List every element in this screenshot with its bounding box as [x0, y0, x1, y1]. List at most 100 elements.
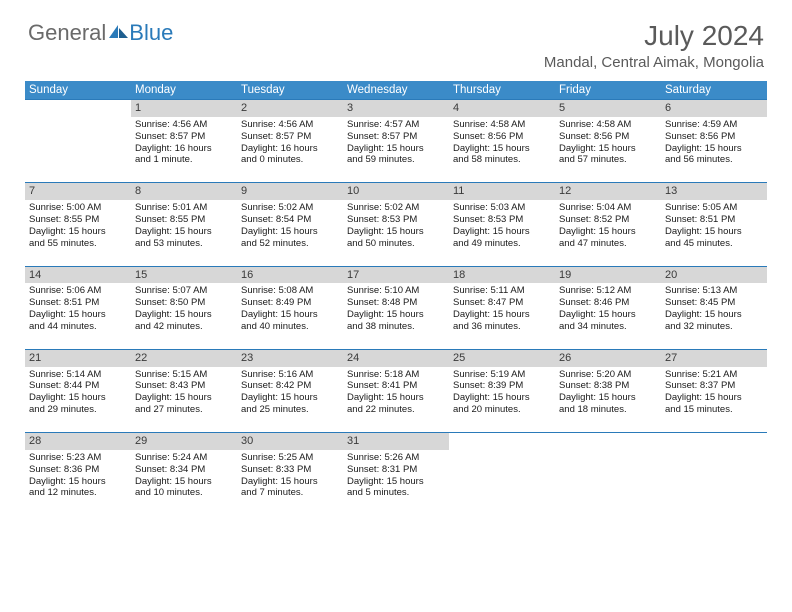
daylight-line-2: and 10 minutes. [135, 487, 233, 499]
daylight-line-1: Daylight: 15 hours [665, 226, 763, 238]
sunrise-line: Sunrise: 5:15 AM [135, 369, 233, 381]
daylight-line-2: and 47 minutes. [559, 238, 657, 250]
sunset-line: Sunset: 8:37 PM [665, 380, 763, 392]
day-cell: Sunrise: 4:58 AMSunset: 8:56 PMDaylight:… [555, 117, 661, 183]
sunset-line: Sunset: 8:51 PM [29, 297, 127, 309]
daylight-line-1: Daylight: 15 hours [347, 392, 445, 404]
sunrise-line: Sunrise: 4:57 AM [347, 119, 445, 131]
day-cell: Sunrise: 5:24 AMSunset: 8:34 PMDaylight:… [131, 450, 237, 516]
sunrise-line: Sunrise: 5:12 AM [559, 285, 657, 297]
daylight-line-1: Daylight: 15 hours [453, 309, 551, 321]
daynum-row: 123456 [25, 100, 767, 117]
day-number: 25 [449, 349, 555, 366]
day-number: 2 [237, 100, 343, 117]
day-number: 14 [25, 266, 131, 283]
sunrise-line: Sunrise: 4:56 AM [241, 119, 339, 131]
day-number: 24 [343, 349, 449, 366]
day-number: 27 [661, 349, 767, 366]
day-cell: Sunrise: 5:05 AMSunset: 8:51 PMDaylight:… [661, 200, 767, 266]
sunrise-line: Sunrise: 5:10 AM [347, 285, 445, 297]
daylight-line-1: Daylight: 16 hours [241, 143, 339, 155]
daylight-line-1: Daylight: 15 hours [347, 143, 445, 155]
daylight-line-2: and 25 minutes. [241, 404, 339, 416]
daylight-line-2: and 56 minutes. [665, 154, 763, 166]
sunrise-line: Sunrise: 4:56 AM [135, 119, 233, 131]
daylight-line-1: Daylight: 15 hours [453, 226, 551, 238]
day-number: 26 [555, 349, 661, 366]
daylight-line-1: Daylight: 15 hours [453, 143, 551, 155]
day-cell: Sunrise: 5:03 AMSunset: 8:53 PMDaylight:… [449, 200, 555, 266]
sunrise-line: Sunrise: 5:23 AM [29, 452, 127, 464]
day-cell: Sunrise: 4:59 AMSunset: 8:56 PMDaylight:… [661, 117, 767, 183]
day-number: 7 [25, 183, 131, 200]
sunrise-line: Sunrise: 4:58 AM [453, 119, 551, 131]
daylight-line-1: Daylight: 15 hours [559, 309, 657, 321]
day-number: 28 [25, 433, 131, 450]
sunset-line: Sunset: 8:57 PM [135, 131, 233, 143]
sunset-line: Sunset: 8:44 PM [29, 380, 127, 392]
sunset-line: Sunset: 8:49 PM [241, 297, 339, 309]
day-cell [555, 450, 661, 516]
daylight-line-2: and 15 minutes. [665, 404, 763, 416]
sunset-line: Sunset: 8:50 PM [135, 297, 233, 309]
sunset-line: Sunset: 8:56 PM [665, 131, 763, 143]
day-cell: Sunrise: 5:14 AMSunset: 8:44 PMDaylight:… [25, 367, 131, 433]
day-cell: Sunrise: 5:04 AMSunset: 8:52 PMDaylight:… [555, 200, 661, 266]
daylight-line-2: and 20 minutes. [453, 404, 551, 416]
sunrise-line: Sunrise: 5:03 AM [453, 202, 551, 214]
sunrise-line: Sunrise: 5:00 AM [29, 202, 127, 214]
daylight-line-2: and 45 minutes. [665, 238, 763, 250]
sunset-line: Sunset: 8:55 PM [29, 214, 127, 226]
sunset-line: Sunset: 8:36 PM [29, 464, 127, 476]
daylight-line-2: and 58 minutes. [453, 154, 551, 166]
sunrise-line: Sunrise: 5:18 AM [347, 369, 445, 381]
daylight-line-2: and 59 minutes. [347, 154, 445, 166]
day-cell: Sunrise: 5:16 AMSunset: 8:42 PMDaylight:… [237, 367, 343, 433]
sunrise-line: Sunrise: 4:59 AM [665, 119, 763, 131]
sunset-line: Sunset: 8:56 PM [559, 131, 657, 143]
daylight-line-1: Daylight: 15 hours [29, 226, 127, 238]
day-cell: Sunrise: 5:21 AMSunset: 8:37 PMDaylight:… [661, 367, 767, 433]
daylight-line-1: Daylight: 16 hours [135, 143, 233, 155]
daylight-line-2: and 29 minutes. [29, 404, 127, 416]
day-header: Saturday [661, 81, 767, 100]
location: Mandal, Central Aimak, Mongolia [544, 54, 764, 71]
daylight-line-2: and 36 minutes. [453, 321, 551, 333]
daylight-line-2: and 57 minutes. [559, 154, 657, 166]
day-number: 21 [25, 349, 131, 366]
sunrise-line: Sunrise: 5:11 AM [453, 285, 551, 297]
day-cell [25, 117, 131, 183]
daylight-line-1: Daylight: 15 hours [347, 476, 445, 488]
day-number: 29 [131, 433, 237, 450]
day-number [555, 433, 661, 450]
day-number: 3 [343, 100, 449, 117]
sunset-line: Sunset: 8:48 PM [347, 297, 445, 309]
sunset-line: Sunset: 8:53 PM [453, 214, 551, 226]
sunset-line: Sunset: 8:45 PM [665, 297, 763, 309]
day-number: 12 [555, 183, 661, 200]
header: General Blue July 2024 Mandal, Central A… [0, 0, 792, 77]
daylight-line-1: Daylight: 15 hours [559, 143, 657, 155]
daylight-line-2: and 27 minutes. [135, 404, 233, 416]
daylight-line-1: Daylight: 15 hours [347, 309, 445, 321]
daylight-line-2: and 55 minutes. [29, 238, 127, 250]
day-header: Monday [131, 81, 237, 100]
day-cell: Sunrise: 5:01 AMSunset: 8:55 PMDaylight:… [131, 200, 237, 266]
content-row: Sunrise: 5:14 AMSunset: 8:44 PMDaylight:… [25, 367, 767, 433]
daylight-line-2: and 12 minutes. [29, 487, 127, 499]
sunset-line: Sunset: 8:51 PM [665, 214, 763, 226]
daylight-line-1: Daylight: 15 hours [135, 309, 233, 321]
daylight-line-1: Daylight: 15 hours [135, 226, 233, 238]
sunrise-line: Sunrise: 5:06 AM [29, 285, 127, 297]
day-number: 23 [237, 349, 343, 366]
daynum-row: 78910111213 [25, 183, 767, 200]
day-cell: Sunrise: 5:02 AMSunset: 8:53 PMDaylight:… [343, 200, 449, 266]
sunset-line: Sunset: 8:57 PM [347, 131, 445, 143]
brand-word1: General [28, 20, 106, 46]
day-cell: Sunrise: 5:20 AMSunset: 8:38 PMDaylight:… [555, 367, 661, 433]
sunrise-line: Sunrise: 5:24 AM [135, 452, 233, 464]
daylight-line-2: and 49 minutes. [453, 238, 551, 250]
sunrise-line: Sunrise: 5:25 AM [241, 452, 339, 464]
daylight-line-2: and 22 minutes. [347, 404, 445, 416]
day-number: 1 [131, 100, 237, 117]
